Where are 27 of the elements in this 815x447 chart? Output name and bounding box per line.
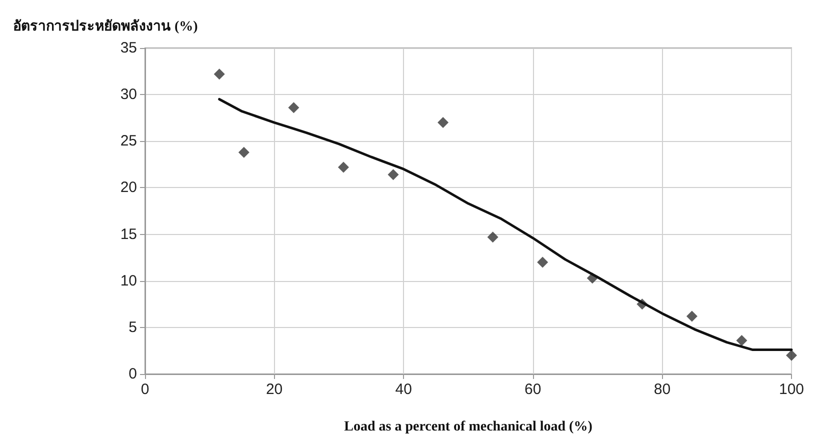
- y-tick-label: 30: [120, 86, 137, 104]
- point: [438, 117, 449, 128]
- point: [214, 68, 225, 80]
- point: [537, 256, 548, 268]
- x-tick-label: 60: [524, 381, 542, 398]
- point: [786, 350, 797, 361]
- point: [288, 102, 300, 114]
- x-tick-label: 0: [140, 381, 150, 398]
- y-tick-label: 35: [120, 40, 137, 56]
- y-tick-label: 20: [120, 179, 137, 196]
- y-axis-title: อัตราการประหยัดพลังงาน (%): [13, 18, 198, 34]
- y-tick-label: 0: [128, 366, 137, 382]
- x-tick-label: 40: [395, 381, 412, 398]
- point: [388, 169, 399, 180]
- x-axis-title: Load as a percent of mechanical load (%): [344, 420, 593, 434]
- y-tick-label: 25: [120, 132, 137, 150]
- y-tick-label: 5: [128, 318, 137, 336]
- point: [238, 146, 250, 158]
- point: [736, 334, 748, 346]
- point: [487, 232, 498, 243]
- x-tick-label: 80: [654, 381, 671, 398]
- point: [686, 310, 698, 322]
- y-tick-label: 15: [120, 226, 137, 243]
- y-tick-label: 10: [120, 272, 137, 290]
- point: [338, 162, 349, 173]
- x-tick-label: 20: [266, 381, 283, 398]
- x-tick-label: 100: [778, 381, 804, 398]
